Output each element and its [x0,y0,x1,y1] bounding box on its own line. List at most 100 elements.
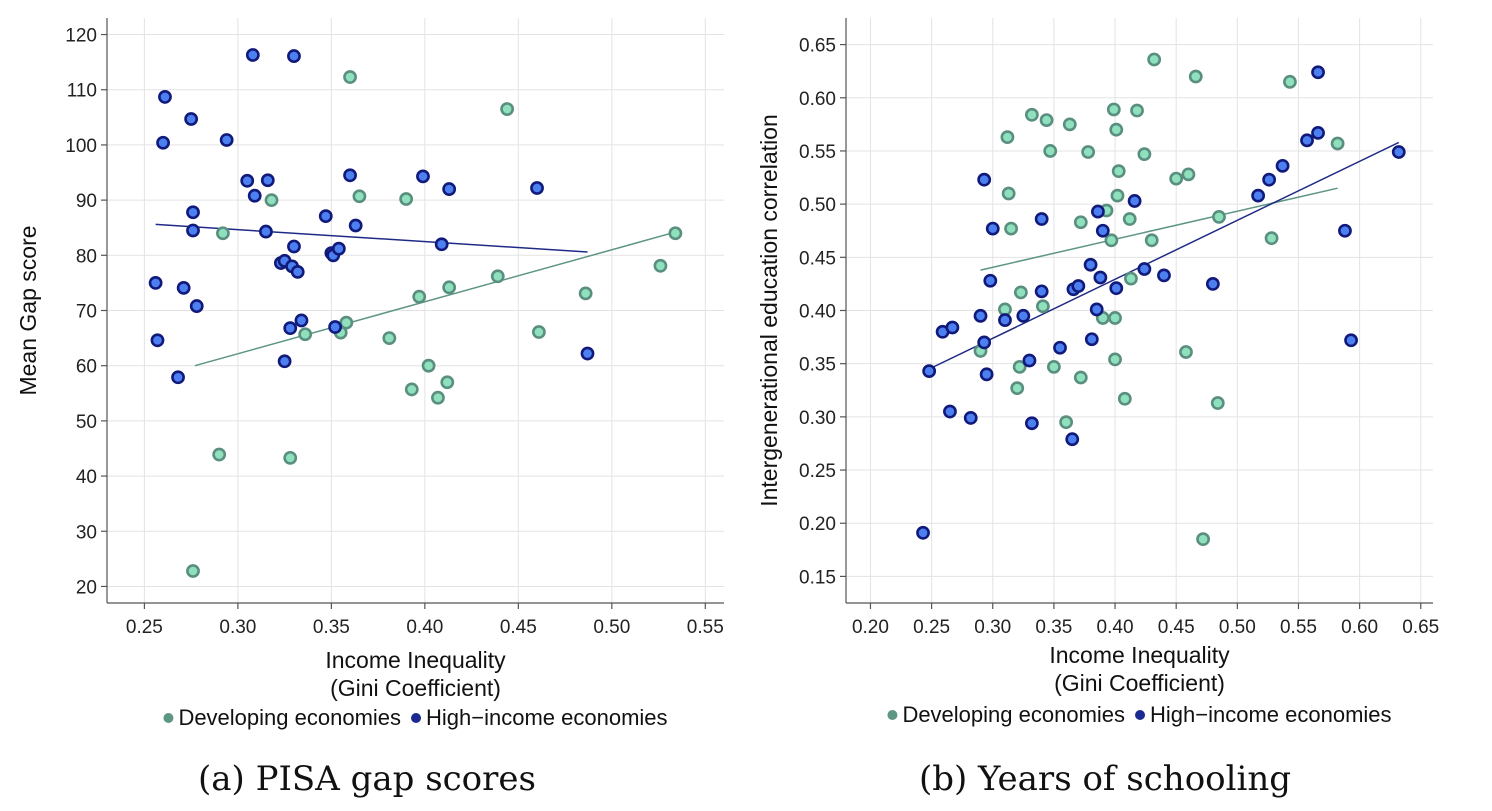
high-income-point [1311,65,1325,80]
high-income-point [1251,188,1266,203]
developing-point [264,193,279,208]
legend: Developing economies High−income economie… [887,702,1392,727]
high-income-point [434,237,449,252]
high-income-point [318,209,333,224]
developing-point [1073,215,1088,230]
developing-point [1039,113,1054,128]
y-tick-label: 110 [67,81,97,102]
high-income-point [283,321,298,336]
high-income-point [348,218,363,233]
y-tick-label: 60 [76,357,97,378]
high-income-point [1275,158,1290,173]
high-income-point [979,367,994,382]
y-axis-title: Intergenerational education correlation [756,114,782,507]
developing-point [339,315,354,330]
developing-fit-line [194,230,678,367]
x-tick-label: 0.45 [1158,617,1195,638]
developing-point [298,327,313,342]
x-tick-label: 0.40 [406,617,443,638]
high-income-point [245,48,260,62]
high-income-point [1022,353,1037,368]
high-income-point [1053,340,1067,355]
high-income-point [442,182,457,196]
developing-point [442,280,457,295]
x-tick-label: 0.30 [974,617,1011,638]
x-tick-label: 0.55 [687,617,724,638]
high-income-point [985,221,1000,236]
high-income-point [328,320,343,334]
x-tick-label: 0.25 [126,617,163,638]
high-income-point [1262,172,1277,187]
x-tick-label: 0.20 [852,617,889,638]
x-tick-label: 0.35 [1035,617,1072,638]
legend-label-developing: Developing economies [902,702,1125,727]
high-income-point [916,525,930,540]
high-income-point [973,308,988,323]
y-tick-label: 0.40 [799,302,836,323]
chart-panel-0: 0.25 0.30 0.35 0.40 0.45 0.50 0.55 20 30 40 50 60 70… [15,18,724,799]
high-income-point [259,224,273,239]
developing-point [1111,164,1126,179]
developing-point [1330,136,1345,151]
x-tick-label: 0.55 [1280,617,1317,638]
high-income-point [1034,212,1049,226]
developing-point [421,358,436,373]
high-income-point [176,280,191,295]
high-income-point [416,169,430,184]
developing-point [1046,359,1061,374]
developing-point [343,70,357,84]
y-tick-label: 0.20 [799,514,836,535]
developing-point [1124,271,1138,286]
y-tick-label: 0.25 [799,461,836,482]
y-tick-label: 120 [65,26,97,47]
developing-point [1179,345,1193,359]
high-income-point [186,205,200,220]
high-income-point [580,346,595,361]
high-income-point [1127,194,1142,208]
legend-label-high-income: High−income economies [426,705,668,730]
legend-marker-high-income [1135,710,1146,720]
developing-point [668,226,683,241]
high-income-point [922,364,937,379]
high-income-point [1084,332,1099,347]
developing-point [1106,102,1121,117]
y-tick-label: 70 [76,302,97,323]
developing-point [1117,391,1132,406]
high-income-point [1065,432,1080,447]
developing-point [1210,396,1225,410]
high-income-point [1091,204,1105,219]
y-tick-label: 90 [76,191,97,212]
developing-point [1196,532,1210,547]
y-tick-label: 40 [76,467,97,488]
developing-point [1212,209,1226,224]
high-income-fit-line [928,141,1400,370]
legend-label-developing: Developing economies [178,705,401,730]
high-income-point [240,173,255,188]
developing-point [1181,167,1196,182]
high-income-point [148,276,163,290]
developing-point [412,289,427,304]
developing-point [440,375,455,390]
y-tick-label: 0.30 [799,408,836,429]
high-income-point [945,320,960,335]
high-income-point [1034,284,1049,299]
high-income-point [150,333,165,348]
x-axis-subtitle: (Gini Coefficient) [330,675,501,701]
developing-point [1110,188,1125,203]
developing-point [532,325,546,339]
developing-point [1062,117,1077,132]
developing-point [1188,69,1203,84]
developing-point [283,450,298,465]
x-tick-label: 0.25 [913,617,950,638]
x-tick-label: 0.50 [1219,617,1256,638]
x-tick-label: 0.45 [500,617,537,638]
y-tick-label: 30 [76,522,97,543]
high-income-point [1024,416,1039,431]
high-income-point [277,354,292,369]
x-tick-label: 0.65 [1402,617,1439,638]
high-income-point [1095,223,1110,238]
developing-point [1035,299,1050,314]
high-income-point [260,173,275,188]
high-income-point [331,241,346,256]
y-tick-label: 80 [76,246,97,267]
